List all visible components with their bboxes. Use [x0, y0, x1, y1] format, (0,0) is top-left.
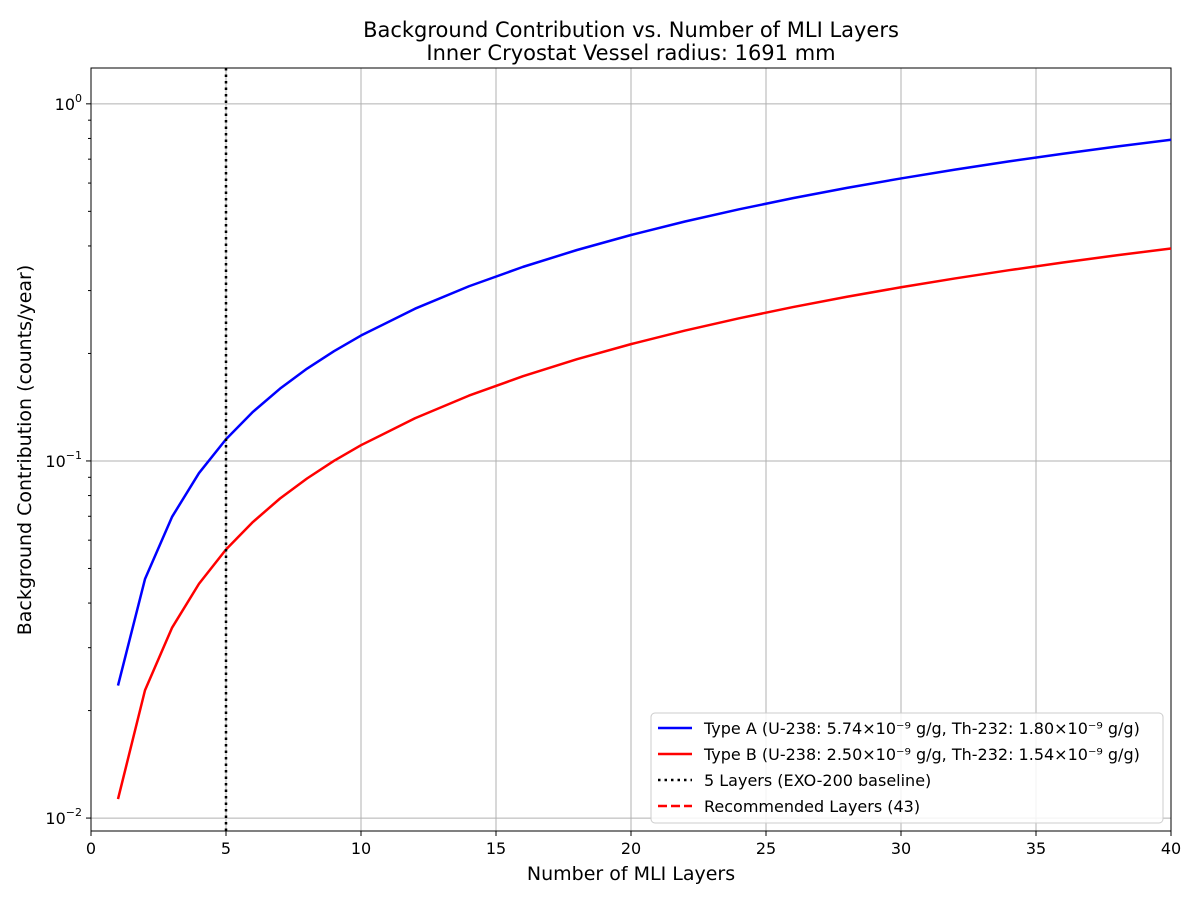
y-tick-label: 10−2 — [45, 806, 82, 828]
x-axis-label: Number of MLI Layers — [527, 863, 735, 885]
x-tick-label: 0 — [86, 839, 96, 858]
x-tick-label: 15 — [486, 839, 506, 858]
legend-box — [650, 712, 1164, 824]
chart-title: Background Contribution vs. Number of ML… — [363, 18, 899, 42]
y-axis: 10−2 10−1 100 — [45, 92, 91, 828]
x-tick-label: 40 — [1161, 839, 1181, 858]
series-layer — [116, 68, 1172, 831]
legend: Type A (U-238: 5.74×10⁻⁹ g/g, Th-232: 1.… — [650, 712, 1164, 824]
x-tick-label: 30 — [891, 839, 911, 858]
y-tick-label: 10−1 — [45, 449, 82, 471]
legend-entry-label: Type A (U-238: 5.74×10⁻⁹ g/g, Th-232: 1.… — [703, 719, 1140, 738]
chart-subtitle: Inner Cryostat Vessel radius: 1691 mm — [426, 41, 835, 65]
x-tick-label: 20 — [621, 839, 641, 858]
legend-entry-label: Recommended Layers (43) — [704, 797, 920, 816]
x-axis: 0 5 10 15 20 25 30 35 40 — [86, 831, 1181, 858]
x-tick-label: 10 — [351, 839, 371, 858]
legend-entry-label: Type B (U-238: 2.50×10⁻⁹ g/g, Th-232: 1.… — [703, 745, 1140, 764]
legend-entry-label: 5 Layers (EXO-200 baseline) — [704, 771, 931, 790]
y-tick-label: 100 — [55, 92, 82, 114]
x-tick-label: 35 — [1026, 839, 1046, 858]
y-axis-label: Background Contribution (counts/year) — [14, 265, 36, 636]
x-tick-label: 25 — [756, 839, 776, 858]
x-tick-label: 5 — [221, 839, 231, 858]
